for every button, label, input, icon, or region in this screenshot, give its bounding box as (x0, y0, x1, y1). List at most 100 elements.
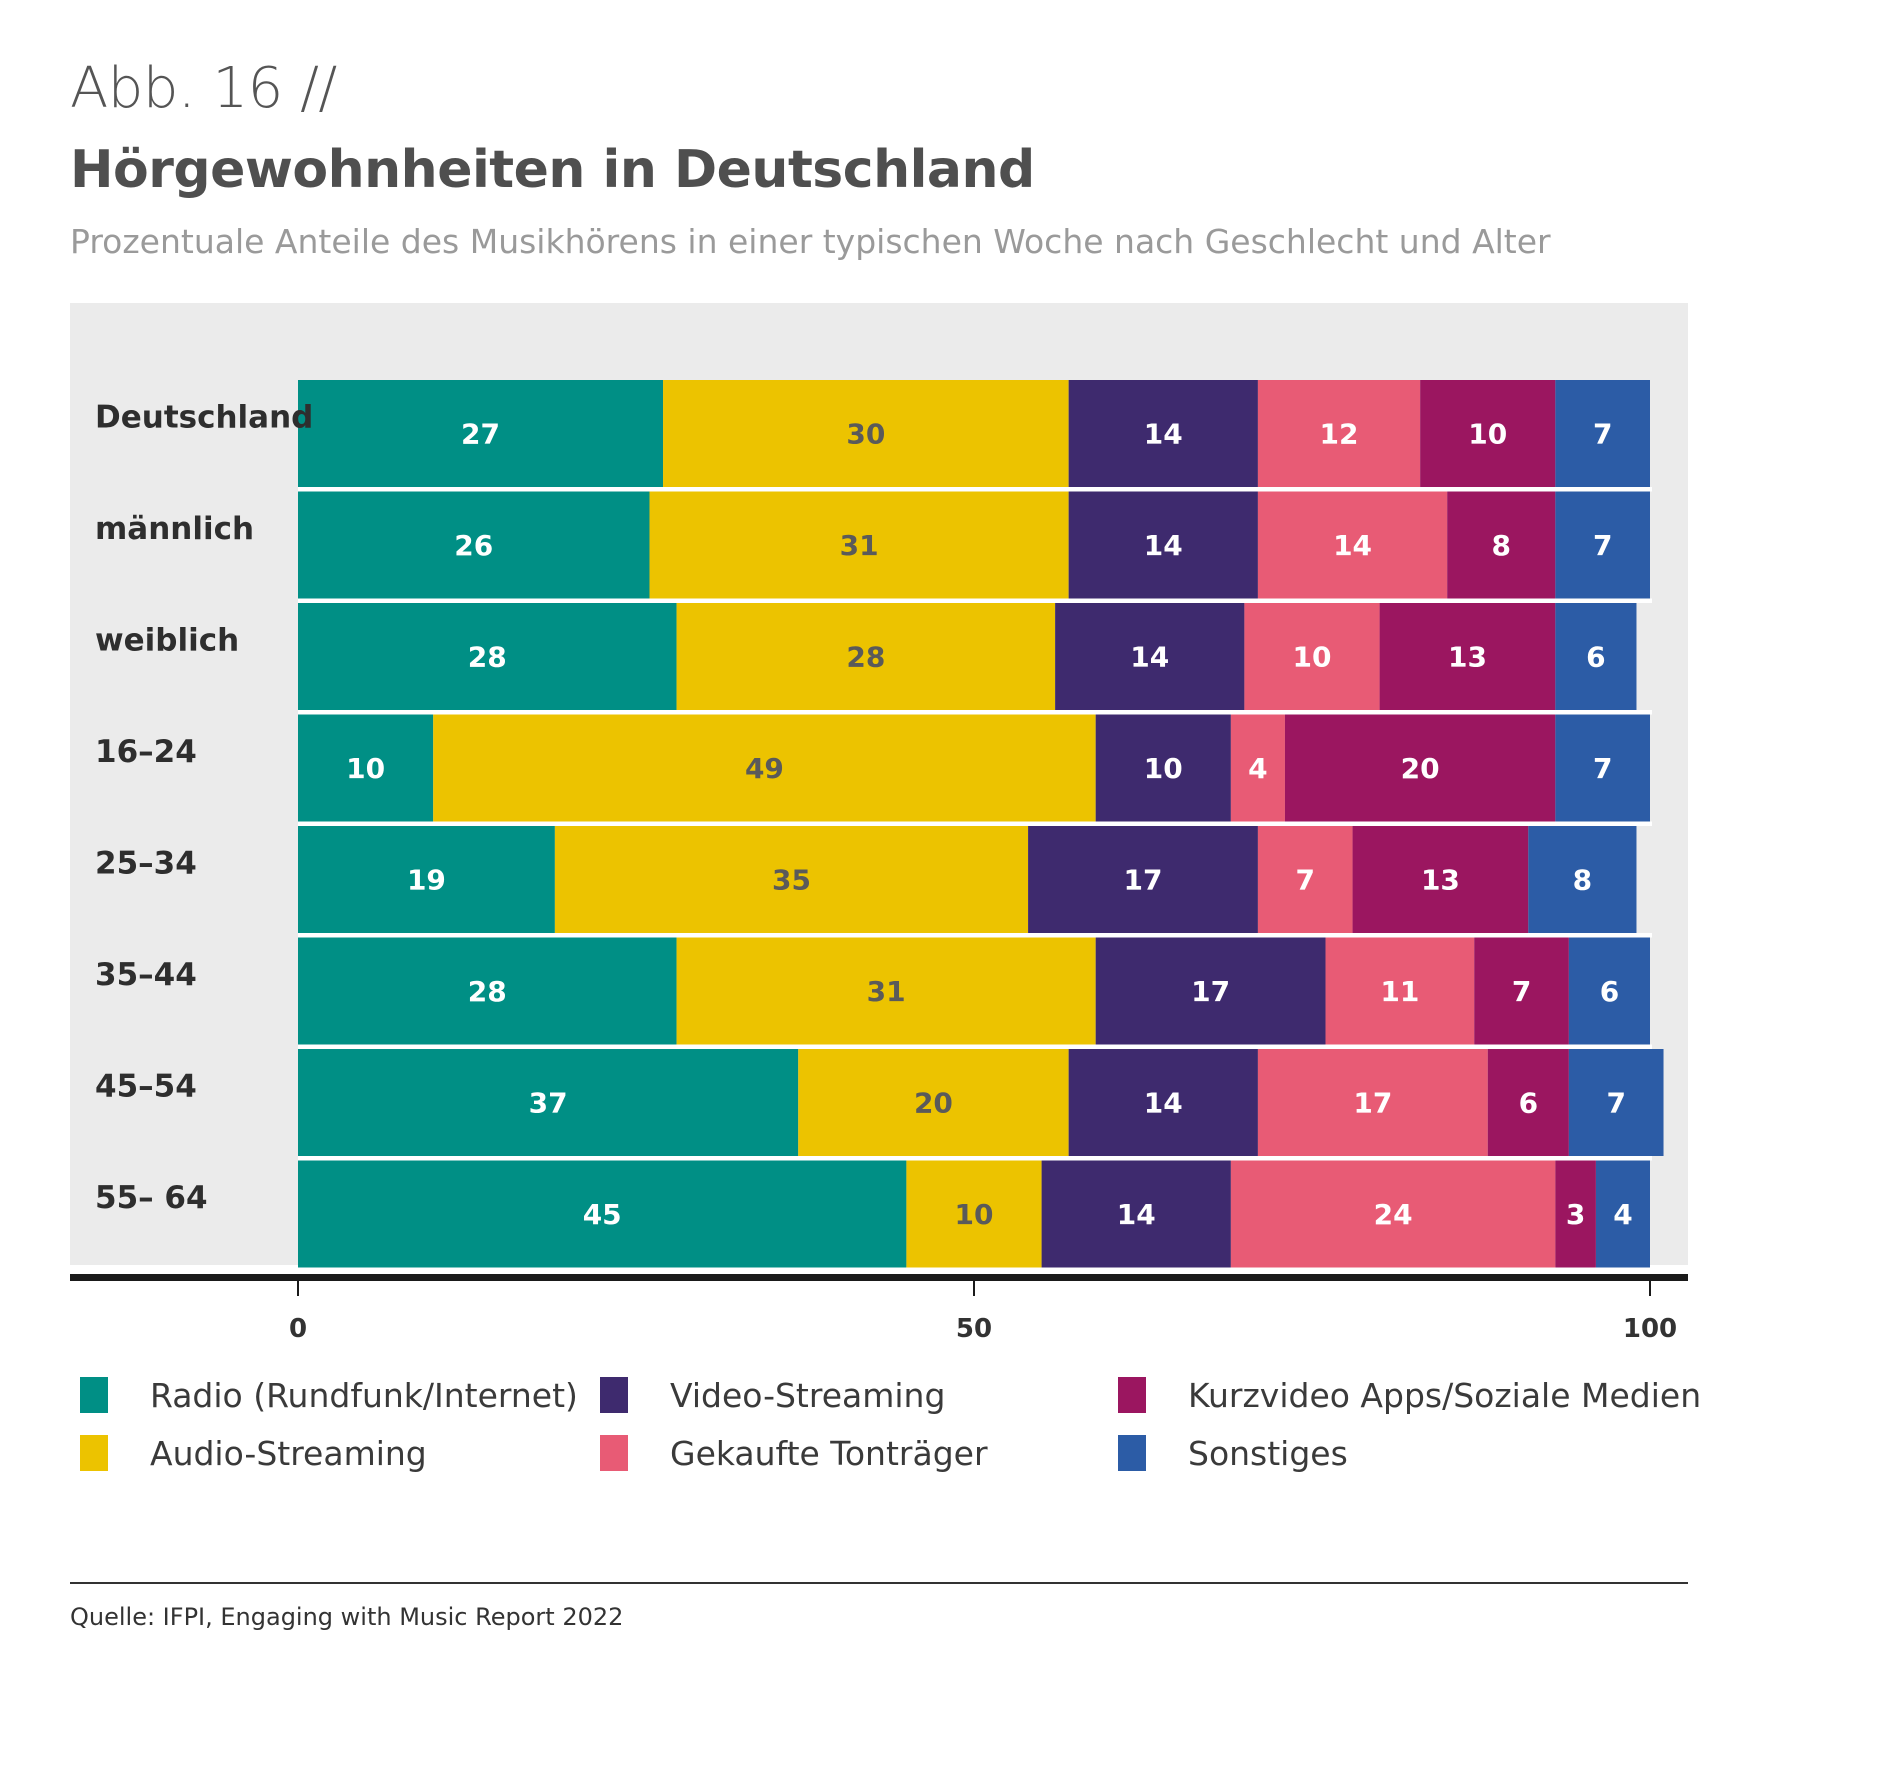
bar-segment (298, 491, 650, 599)
category-label: Deutschland (95, 400, 313, 436)
legend-item: Radio (Rundfunk/Internet) (80, 1375, 578, 1415)
data-label: 11 (1380, 975, 1419, 1008)
data-label: 30 (846, 418, 885, 451)
category-label: weiblich (95, 623, 239, 659)
legend-item: Sonstiges (1118, 1433, 1348, 1473)
legend-label: Kurzvideo Apps/Soziale Medien (1188, 1375, 1702, 1415)
axis-line (70, 1274, 1688, 1281)
bar-segment (1055, 603, 1245, 710)
row-separator (298, 1156, 1652, 1161)
source-divider (70, 1582, 1688, 1584)
data-label: 7 (1593, 418, 1612, 451)
legend-swatch (80, 1377, 108, 1413)
tick-label: 50 (956, 1314, 992, 1344)
bar-segment (649, 491, 1069, 599)
legend-swatch (1118, 1377, 1146, 1413)
bar-segment (1230, 1160, 1556, 1268)
bar-segment (906, 1160, 1042, 1268)
bar-segment (1555, 603, 1637, 710)
data-label: 37 (529, 1087, 568, 1120)
bar-segment (798, 1049, 1069, 1156)
legend-item: Audio-Streaming (80, 1433, 427, 1473)
chart-subtitle: Prozentuale Anteile des Musikhörens in e… (70, 222, 1551, 261)
data-label: 28 (846, 641, 885, 674)
data-label: 19 (407, 864, 446, 897)
bar-segment (1352, 826, 1529, 933)
data-label: 14 (1144, 418, 1183, 451)
category-label: 16–24 (95, 734, 197, 770)
bar-segment (1068, 1049, 1258, 1156)
tick-mark (1649, 1281, 1651, 1296)
chart-title: Hörgewohnheiten in Deutschland (70, 140, 1035, 200)
data-label: 4 (1613, 1198, 1632, 1231)
bar-segment (1555, 1160, 1596, 1268)
data-label: 20 (1401, 752, 1440, 785)
bar-segment (1420, 380, 1556, 487)
row-separator (298, 710, 1652, 715)
bar-segment (1568, 937, 1650, 1045)
data-label: 13 (1421, 864, 1460, 897)
data-label: 12 (1320, 418, 1359, 451)
bar-segment (1474, 937, 1569, 1045)
data-label: 26 (454, 529, 493, 562)
bar-segment (298, 1160, 907, 1268)
bar-segment (433, 714, 1096, 822)
source-note: Quelle: IFPI, Engaging with Music Report… (70, 1603, 624, 1631)
bar-segment (298, 937, 677, 1045)
data-label: 28 (468, 641, 507, 674)
bar-segment (1447, 491, 1556, 599)
bar-segment (1555, 491, 1650, 599)
data-label: 31 (840, 529, 879, 562)
bar-segment (298, 380, 664, 487)
bar-segment (1068, 491, 1258, 599)
bar-segment (298, 714, 434, 822)
row-separator (298, 487, 1652, 492)
data-label: 28 (468, 975, 507, 1008)
legend-label: Video-Streaming (670, 1375, 946, 1415)
data-label: 14 (1333, 529, 1372, 562)
data-label: 8 (1573, 864, 1592, 897)
data-label: 6 (1586, 641, 1605, 674)
bar-segment (1555, 714, 1650, 822)
data-label: 10 (1144, 752, 1183, 785)
category-label: männlich (95, 511, 254, 547)
data-label: 14 (1117, 1198, 1156, 1231)
data-label: 31 (867, 975, 906, 1008)
data-label: 17 (1191, 975, 1230, 1008)
legend-swatch (80, 1435, 108, 1471)
category-label: 45–54 (95, 1069, 197, 1105)
bar-segment (1244, 603, 1380, 710)
bar-segment (1257, 491, 1448, 599)
bar-segment (1568, 1049, 1664, 1156)
category-label: 55– 64 (95, 1180, 208, 1216)
bar-segment (1257, 826, 1353, 933)
data-label: 7 (1593, 752, 1612, 785)
bar-segment (298, 826, 555, 933)
legend-label: Gekaufte Tonträger (670, 1433, 988, 1473)
x-axis: 0 50 100 (70, 1274, 1688, 1344)
stacked-bar-chart: 27 30 14 12 10 726 31 14 14 8 728 28 14 10 13 610 49 10 4 2… (70, 380, 1688, 1344)
data-label: 7 (1512, 975, 1531, 1008)
data-label: 3 (1566, 1198, 1585, 1231)
bar-segment (1379, 603, 1556, 710)
legend-item: Kurzvideo Apps/Soziale Medien (1118, 1375, 1701, 1415)
data-label: 17 (1353, 1087, 1392, 1120)
row-separator (298, 598, 1652, 603)
bar-segment (1257, 1049, 1488, 1156)
legend-item: Gekaufte Tonträger (600, 1433, 988, 1473)
data-label: 14 (1144, 529, 1183, 562)
data-label: 35 (772, 864, 811, 897)
tick-label: 0 (289, 1314, 307, 1344)
data-label: 10 (346, 752, 385, 785)
bar-segment (1095, 714, 1231, 822)
legend-swatch (1118, 1435, 1146, 1471)
data-label: 4 (1248, 752, 1267, 785)
bar-segment (1068, 380, 1258, 487)
data-label: 7 (1593, 529, 1612, 562)
legend-swatch (600, 1435, 628, 1471)
tick-mark (973, 1281, 975, 1296)
legend-label: Sonstiges (1188, 1433, 1348, 1473)
bar-segment (1528, 826, 1637, 933)
category-labels: Deutschland männlich weiblich 16–24 25–34 35–… (95, 400, 313, 1217)
legend-label: Radio (Rundfunk/Internet) (150, 1375, 578, 1415)
